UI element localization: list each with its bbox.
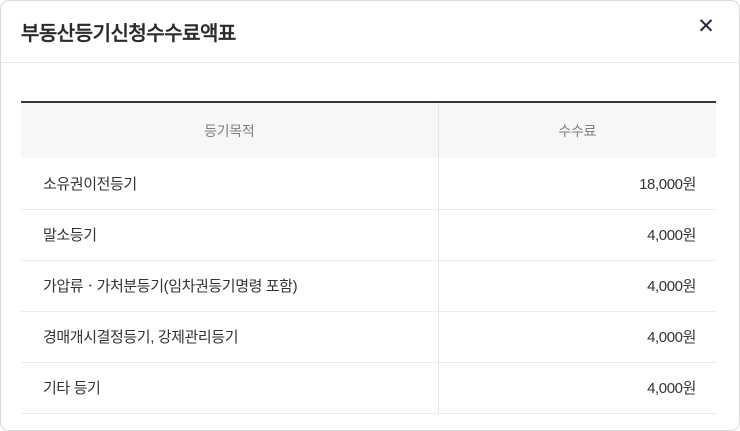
column-header-fee: 수수료 bbox=[438, 102, 716, 158]
purpose-cell: 경매개시결정등기, 강제관리등기 bbox=[21, 311, 439, 363]
modal-body: 등기목적 수수료 소유권이전등기 18,000원 말소등기 4,000원 가압류… bbox=[1, 63, 739, 414]
purpose-cell: 가압류ㆍ가처분등기(임차권등기명령 포함) bbox=[21, 260, 439, 312]
table-row: 기타 등기 4,000원 bbox=[21, 362, 716, 414]
modal-title: 부동산등기신청수수료액표 bbox=[21, 23, 236, 45]
modal-header: 부동산등기신청수수료액표 ✕ bbox=[1, 1, 739, 63]
column-header-purpose: 등기목적 bbox=[21, 102, 439, 158]
table-row: 말소등기 4,000원 bbox=[21, 209, 716, 261]
purpose-cell: 기타 등기 bbox=[21, 362, 439, 414]
fee-cell: 4,000원 bbox=[438, 260, 716, 312]
close-button[interactable]: ✕ bbox=[689, 9, 723, 43]
fee-table: 등기목적 수수료 소유권이전등기 18,000원 말소등기 4,000원 가압류… bbox=[21, 101, 716, 414]
table-header-row: 등기목적 수수료 bbox=[21, 102, 716, 158]
fee-cell: 4,000원 bbox=[438, 209, 716, 261]
close-icon: ✕ bbox=[697, 14, 715, 38]
table-row: 가압류ㆍ가처분등기(임차권등기명령 포함) 4,000원 bbox=[21, 260, 716, 312]
fee-cell: 4,000원 bbox=[438, 362, 716, 414]
fee-cell: 4,000원 bbox=[438, 311, 716, 363]
purpose-cell: 말소등기 bbox=[21, 209, 439, 261]
table-row: 경매개시결정등기, 강제관리등기 4,000원 bbox=[21, 311, 716, 363]
fee-cell: 18,000원 bbox=[438, 158, 716, 210]
purpose-cell: 소유권이전등기 bbox=[21, 158, 439, 210]
table-row: 소유권이전등기 18,000원 bbox=[21, 158, 716, 210]
